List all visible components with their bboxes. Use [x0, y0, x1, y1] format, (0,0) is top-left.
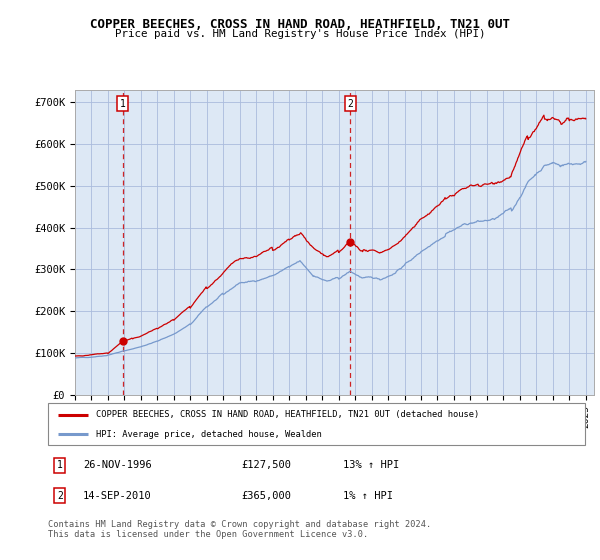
Text: 1% ↑ HPI: 1% ↑ HPI	[343, 491, 394, 501]
Text: 13% ↑ HPI: 13% ↑ HPI	[343, 460, 400, 470]
Text: £365,000: £365,000	[241, 491, 292, 501]
Text: £127,500: £127,500	[241, 460, 292, 470]
Text: 26-NOV-1996: 26-NOV-1996	[83, 460, 152, 470]
Text: 1: 1	[120, 99, 126, 109]
Text: 2: 2	[57, 491, 63, 501]
Text: COPPER BEECHES, CROSS IN HAND ROAD, HEATHFIELD, TN21 0UT: COPPER BEECHES, CROSS IN HAND ROAD, HEAT…	[90, 18, 510, 31]
Text: COPPER BEECHES, CROSS IN HAND ROAD, HEATHFIELD, TN21 0UT (detached house): COPPER BEECHES, CROSS IN HAND ROAD, HEAT…	[97, 410, 479, 419]
Text: Contains HM Land Registry data © Crown copyright and database right 2024.
This d: Contains HM Land Registry data © Crown c…	[48, 520, 431, 539]
Text: HPI: Average price, detached house, Wealden: HPI: Average price, detached house, Weal…	[97, 430, 322, 439]
Text: 14-SEP-2010: 14-SEP-2010	[83, 491, 152, 501]
Text: 1: 1	[57, 460, 63, 470]
Text: Price paid vs. HM Land Registry's House Price Index (HPI): Price paid vs. HM Land Registry's House …	[115, 29, 485, 39]
Text: 2: 2	[347, 99, 353, 109]
